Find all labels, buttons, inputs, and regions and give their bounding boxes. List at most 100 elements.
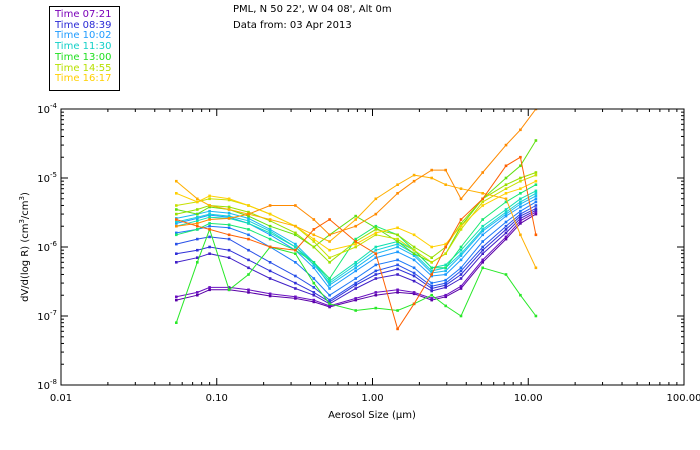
data-point: [294, 281, 297, 285]
series-line: [176, 109, 537, 236]
data-point: [354, 237, 357, 241]
data-point: [396, 288, 399, 292]
data-point: [354, 281, 357, 285]
data-point: [208, 288, 211, 292]
data-point: [396, 309, 399, 312]
data-point: [294, 274, 297, 278]
data-point: [208, 245, 211, 249]
series-line: [175, 174, 537, 269]
data-point: [519, 187, 522, 190]
data-point: [294, 295, 297, 299]
data-point: [534, 200, 538, 204]
data-point: [268, 228, 272, 231]
legend-item: Time 16:17: [55, 73, 112, 85]
chart-title-date: Data from: 03 Apr 2013: [233, 20, 352, 31]
series-line: [176, 174, 537, 263]
data-point: [175, 298, 178, 302]
data-point: [481, 197, 484, 201]
data-point: [294, 252, 297, 255]
data-point: [504, 183, 508, 186]
data-point: [268, 261, 272, 264]
data-point: [268, 233, 272, 237]
data-point: [534, 212, 538, 216]
x-tick-label: 0.10: [206, 393, 228, 404]
data-point: [412, 292, 416, 296]
data-point: [294, 242, 297, 246]
data-point: [247, 228, 250, 231]
data-point: [444, 281, 447, 285]
data-point: [396, 242, 399, 246]
data-point: [294, 261, 297, 264]
data-point: [247, 217, 250, 220]
data-point: [227, 223, 231, 227]
data-point: [481, 229, 484, 233]
data-point: [328, 298, 331, 302]
data-point: [354, 245, 357, 249]
data-point: [247, 273, 250, 276]
data-point: [444, 283, 447, 287]
data-point: [504, 210, 508, 214]
data-point: [374, 245, 378, 249]
legend-item: Time 07:21: [55, 9, 112, 20]
data-point: [268, 229, 272, 233]
data-point: [328, 293, 331, 297]
data-point: [175, 218, 178, 221]
data-point: [268, 245, 272, 249]
data-point: [519, 176, 522, 180]
data-point: [481, 258, 484, 262]
data-point: [196, 291, 199, 294]
data-point: [354, 261, 357, 264]
data-point: [444, 286, 447, 289]
data-point: [396, 291, 399, 294]
data-point: [459, 273, 463, 276]
data-point: [504, 176, 508, 180]
data-point: [208, 209, 211, 213]
data-point: [196, 261, 199, 264]
data-point: [294, 297, 297, 300]
data-point: [459, 314, 463, 318]
data-point: [396, 245, 399, 249]
plot-frame: [60, 108, 685, 386]
data-point: [430, 266, 433, 270]
data-point: [208, 204, 211, 207]
data-point: [504, 214, 508, 218]
data-point: [534, 173, 538, 177]
data-point: [412, 302, 416, 306]
data-point: [504, 220, 508, 224]
data-point: [504, 212, 508, 216]
legend-item: Time 10:02: [55, 30, 112, 42]
legend: Time 07:21 Time 08:39 Time 10:02 Time 11:30…: [49, 6, 120, 91]
data-point: [328, 256, 331, 259]
data-point: [247, 288, 250, 292]
data-point: [459, 222, 463, 225]
data-point: [430, 298, 433, 302]
data-point: [208, 222, 211, 225]
y-tick-label: 10-7: [37, 309, 57, 323]
data-point: [175, 261, 178, 264]
data-point: [208, 205, 211, 209]
data-point: [175, 222, 178, 225]
data-point: [504, 164, 508, 168]
data-point: [459, 266, 463, 270]
data-point: [294, 224, 297, 228]
data-point: [519, 200, 522, 204]
data-point: [227, 197, 231, 201]
series-line: [176, 156, 537, 331]
data-point: [175, 212, 178, 216]
series-group: [175, 109, 538, 331]
data-point: [396, 258, 399, 262]
data-point: [354, 242, 357, 246]
data-point: [227, 211, 231, 215]
data-point: [444, 252, 447, 255]
data-point: [481, 240, 484, 243]
data-point: [354, 263, 357, 267]
data-point: [444, 245, 447, 249]
data-point: [481, 171, 484, 174]
data-point: [196, 219, 199, 223]
data-point: [247, 237, 250, 241]
data-point: [247, 204, 250, 207]
data-point: [354, 297, 357, 300]
data-point: [444, 183, 447, 186]
data-point: [504, 228, 508, 231]
data-point: [328, 281, 331, 285]
